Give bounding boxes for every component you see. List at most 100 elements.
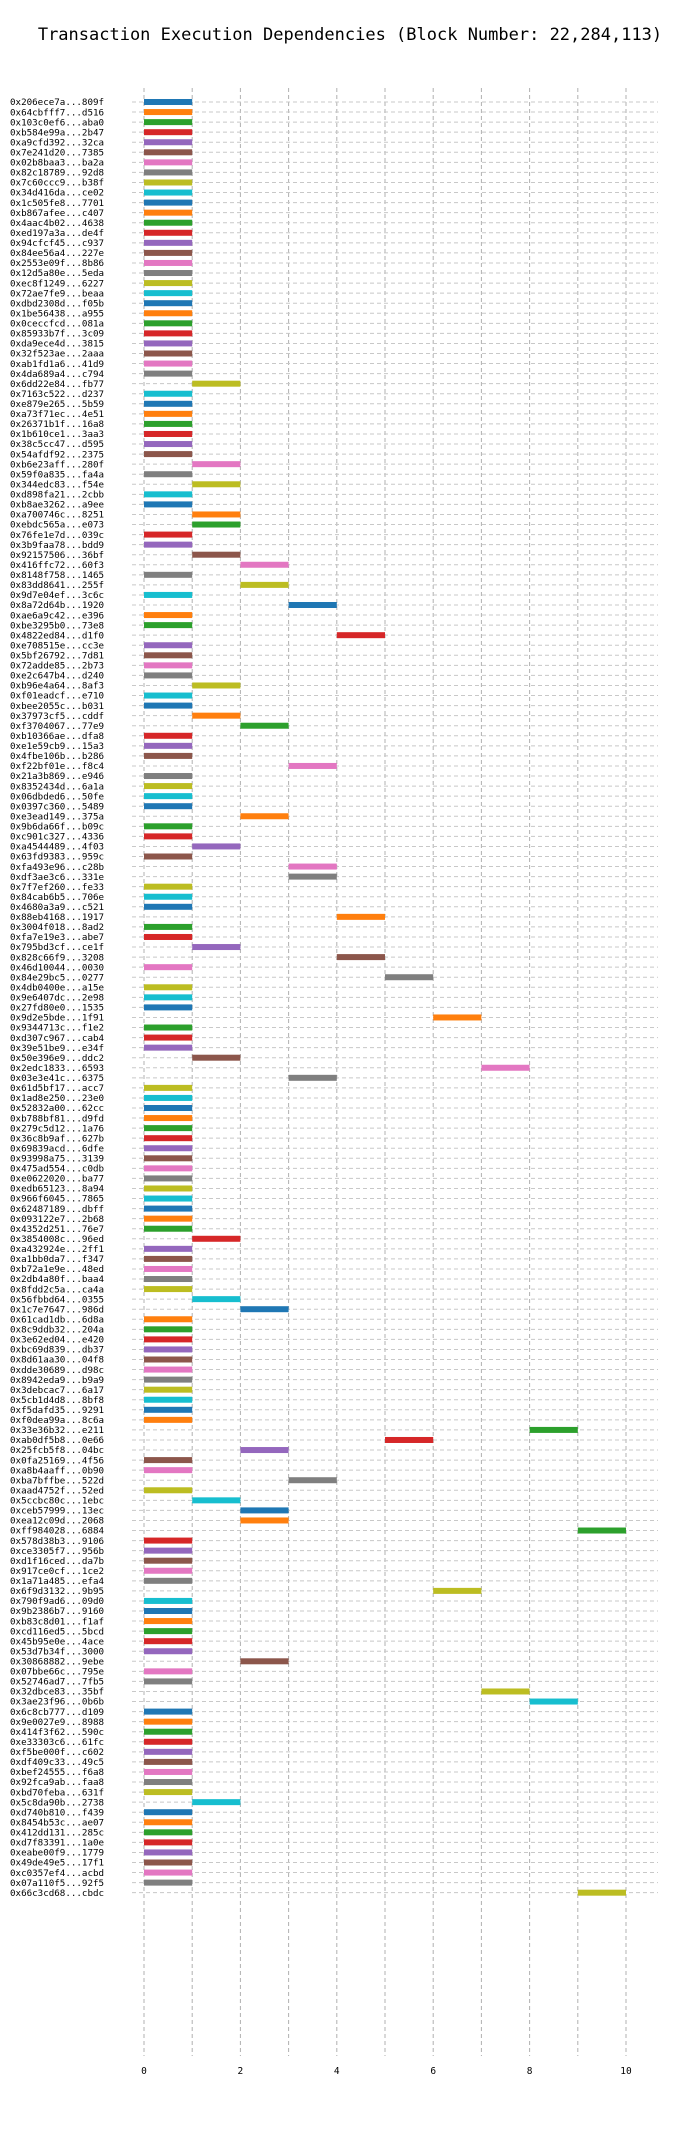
y-tick-label: 0x03e3e41c...6375 — [10, 1073, 104, 1084]
transaction-bar — [144, 783, 193, 790]
transaction-bar — [144, 571, 193, 578]
transaction-bar — [144, 1718, 193, 1725]
transaction-bar — [144, 1758, 193, 1765]
transaction-bar — [144, 249, 193, 256]
y-tick-label: 0xc0357ef4...acbd — [10, 1868, 104, 1879]
y-tick-label: 0xa73f71ec...4e51 — [10, 409, 104, 420]
transaction-bar — [144, 441, 193, 448]
transaction-bar — [144, 1286, 193, 1293]
transaction-bar — [144, 239, 193, 246]
transaction-bar — [144, 109, 193, 116]
transaction-bar — [144, 1829, 193, 1836]
transaction-bar — [336, 954, 385, 961]
y-tick-label: 0x5bf26792...7d81 — [10, 651, 104, 662]
transaction-bar — [144, 732, 193, 739]
y-tick-label: 0xab0df5b8...0e66 — [10, 1435, 104, 1446]
y-tick-label: 0x9344713c...f1e2 — [10, 1023, 104, 1034]
transaction-bar — [144, 1547, 193, 1554]
y-tick-label: 0xeabe00f9...1779 — [10, 1848, 104, 1859]
y-tick-label: 0x72ae7fe9...beaa — [10, 288, 104, 299]
y-tick-label: 0x8942eda9...b9a9 — [10, 1375, 104, 1386]
y-tick-label: 0xe879e265...5b59 — [10, 399, 104, 410]
y-tick-label: 0x1a71a485...efa4 — [10, 1576, 105, 1587]
transaction-bar — [144, 591, 193, 598]
transaction-bar — [144, 300, 193, 307]
y-tick-label: 0x795bd3cf...ce1f — [10, 942, 104, 953]
y-tick-label: 0x412dd131...285c — [10, 1828, 104, 1839]
transaction-bar — [144, 400, 193, 407]
transaction-bar — [144, 410, 193, 417]
y-tick-label: 0x9b6da66f...b09c — [10, 822, 104, 833]
transaction-bar — [144, 1034, 193, 1041]
transaction-bar — [144, 984, 193, 991]
y-tick-label: 0xe3ead149...375a — [10, 811, 104, 822]
transaction-bar — [288, 762, 337, 769]
y-tick-label: 0xdde30689...d98c — [10, 1365, 104, 1376]
transaction-bar — [144, 1557, 193, 1564]
y-tick-label: 0x62487189...dbff — [10, 1204, 104, 1215]
transaction-bar — [144, 1789, 193, 1796]
transaction-bar — [144, 1386, 193, 1393]
y-tick-label: 0x49de49e5...17f1 — [10, 1858, 104, 1869]
transaction-bar — [192, 380, 241, 387]
transaction-bar — [144, 612, 193, 619]
y-tick-label: 0x63fd9383...959c — [10, 852, 104, 863]
y-tick-label: 0x9d7e04ef...3c6c — [10, 590, 104, 601]
transaction-bar — [144, 340, 193, 347]
y-tick-label: 0xb96e4a64...8af3 — [10, 681, 104, 692]
transaction-bar — [144, 702, 193, 709]
y-tick-label: 0xb788bf81...d9fd — [10, 1113, 104, 1124]
y-tick-label: 0x82c18789...92d8 — [10, 168, 104, 179]
transaction-bar — [144, 1366, 193, 1373]
transaction-bar — [144, 1457, 193, 1464]
y-tick-label: 0x06dbded6...50fe — [10, 791, 104, 802]
y-tick-label: 0x3ae23f96...0b6b — [10, 1697, 104, 1708]
transaction-bar — [192, 1235, 241, 1242]
y-tick-label: 0xa1bb0da7...f347 — [10, 1254, 104, 1265]
transaction-bar — [144, 1879, 193, 1886]
y-tick-label: 0x2db4a80f...baa4 — [10, 1274, 105, 1285]
y-tick-label: 0x4da689a4...c794 — [10, 369, 105, 380]
y-tick-label: 0x8352434d...6a1a — [10, 781, 104, 792]
transaction-bar — [144, 1165, 193, 1172]
y-tick-label: 0x52832a00...62cc — [10, 1103, 104, 1114]
y-tick-label: 0x9e0027e9...8988 — [10, 1717, 104, 1728]
transaction-bar — [144, 1185, 193, 1192]
transaction-bar — [144, 1145, 193, 1152]
transaction-bar — [144, 139, 193, 146]
transaction-bar — [144, 1406, 193, 1413]
y-tick-label: 0xf0dea99a...8c6a — [10, 1415, 104, 1426]
y-tick-label: 0x103c0ef6...aba0 — [10, 117, 104, 128]
y-tick-label: 0x33e36b32...e211 — [10, 1425, 104, 1436]
transaction-bar — [192, 843, 241, 850]
y-tick-label: 0x4822ed84...d1f0 — [10, 630, 104, 641]
transaction-bar — [144, 1537, 193, 1544]
y-tick-label: 0x4fbe106b...b286 — [10, 751, 104, 762]
transaction-bar — [144, 1225, 193, 1232]
y-tick-label: 0x1c7e7647...986d — [10, 1304, 104, 1315]
transaction-bar — [144, 1738, 193, 1745]
y-tick-label: 0x37973cf5...cddf — [10, 711, 104, 722]
x-tick-labels: 0 2 4 6 8 10 — [141, 2066, 632, 2077]
y-tick-label: 0x790f9ad6...09d0 — [10, 1596, 104, 1607]
y-tick-label: 0xa9cfd392...32ca — [10, 137, 104, 148]
transaction-bar — [144, 1567, 193, 1574]
transaction-bar — [192, 712, 241, 719]
y-tick-label: 0x52746ad7...7fb5 — [10, 1677, 104, 1688]
transaction-bar — [144, 1678, 193, 1685]
transaction-bar — [192, 944, 241, 951]
y-tick-label: 0x93998a75...3139 — [10, 1154, 104, 1165]
x-tick-label: 6 — [430, 2066, 436, 2077]
transaction-bar — [144, 1195, 193, 1202]
transaction-bar — [529, 1426, 578, 1433]
transaction-bar — [192, 481, 241, 488]
y-tick-label: 0x1c505fe8...7701 — [10, 198, 104, 209]
y-tick-label: 0xd307c967...cab4 — [10, 1033, 105, 1044]
y-tick-label: 0xff984028...6884 — [10, 1526, 105, 1537]
transaction-bar — [144, 149, 193, 156]
transaction-bar — [144, 1024, 193, 1031]
transaction-bar — [144, 853, 193, 860]
y-tick-label: 0x3e62ed04...e420 — [10, 1335, 104, 1346]
y-tick-label: 0xab1fd1a6...41d9 — [10, 359, 104, 370]
y-tick-label: 0x56fbbd64...0355 — [10, 1294, 104, 1305]
